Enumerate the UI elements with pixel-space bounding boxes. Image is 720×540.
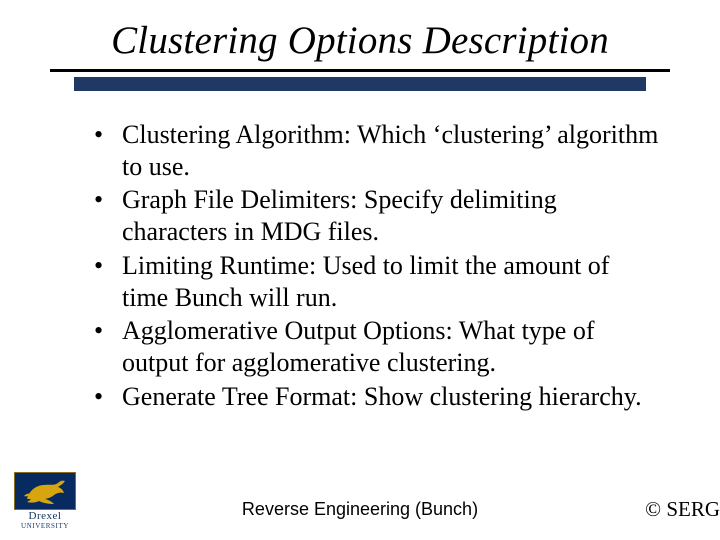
logo-subtitle: UNIVERSITY xyxy=(14,522,76,530)
slide-title: Clustering Options Description xyxy=(30,18,690,69)
slide-container: Clustering Options Description Clusterin… xyxy=(0,0,720,540)
footer-copyright: © SERG xyxy=(645,497,720,522)
title-underline-thin xyxy=(50,69,670,72)
bullet-item: Limiting Runtime: Used to limit the amou… xyxy=(94,250,660,313)
footer-center-text: Reverse Engineering (Bunch) xyxy=(242,499,478,520)
drexel-logo: Drexel UNIVERSITY xyxy=(14,472,76,530)
bullet-item: Clustering Algorithm: Which ‘clustering’… xyxy=(94,119,660,182)
dragon-icon xyxy=(21,476,69,506)
title-underline-thick xyxy=(74,77,646,91)
drexel-logo-badge xyxy=(14,472,76,510)
bullet-item: Generate Tree Format: Show clustering hi… xyxy=(94,381,660,413)
drexel-logo-text: Drexel UNIVERSITY xyxy=(14,510,76,530)
bullet-item: Graph File Delimiters: Specify delimitin… xyxy=(94,184,660,247)
content-area: Clustering Algorithm: Which ‘clustering’… xyxy=(30,91,690,412)
logo-name: Drexel xyxy=(14,511,76,522)
bullet-list: Clustering Algorithm: Which ‘clustering’… xyxy=(94,119,660,412)
bullet-item: Agglomerative Output Options: What type … xyxy=(94,315,660,378)
footer: Drexel UNIVERSITY Reverse Engineering (B… xyxy=(0,476,720,530)
